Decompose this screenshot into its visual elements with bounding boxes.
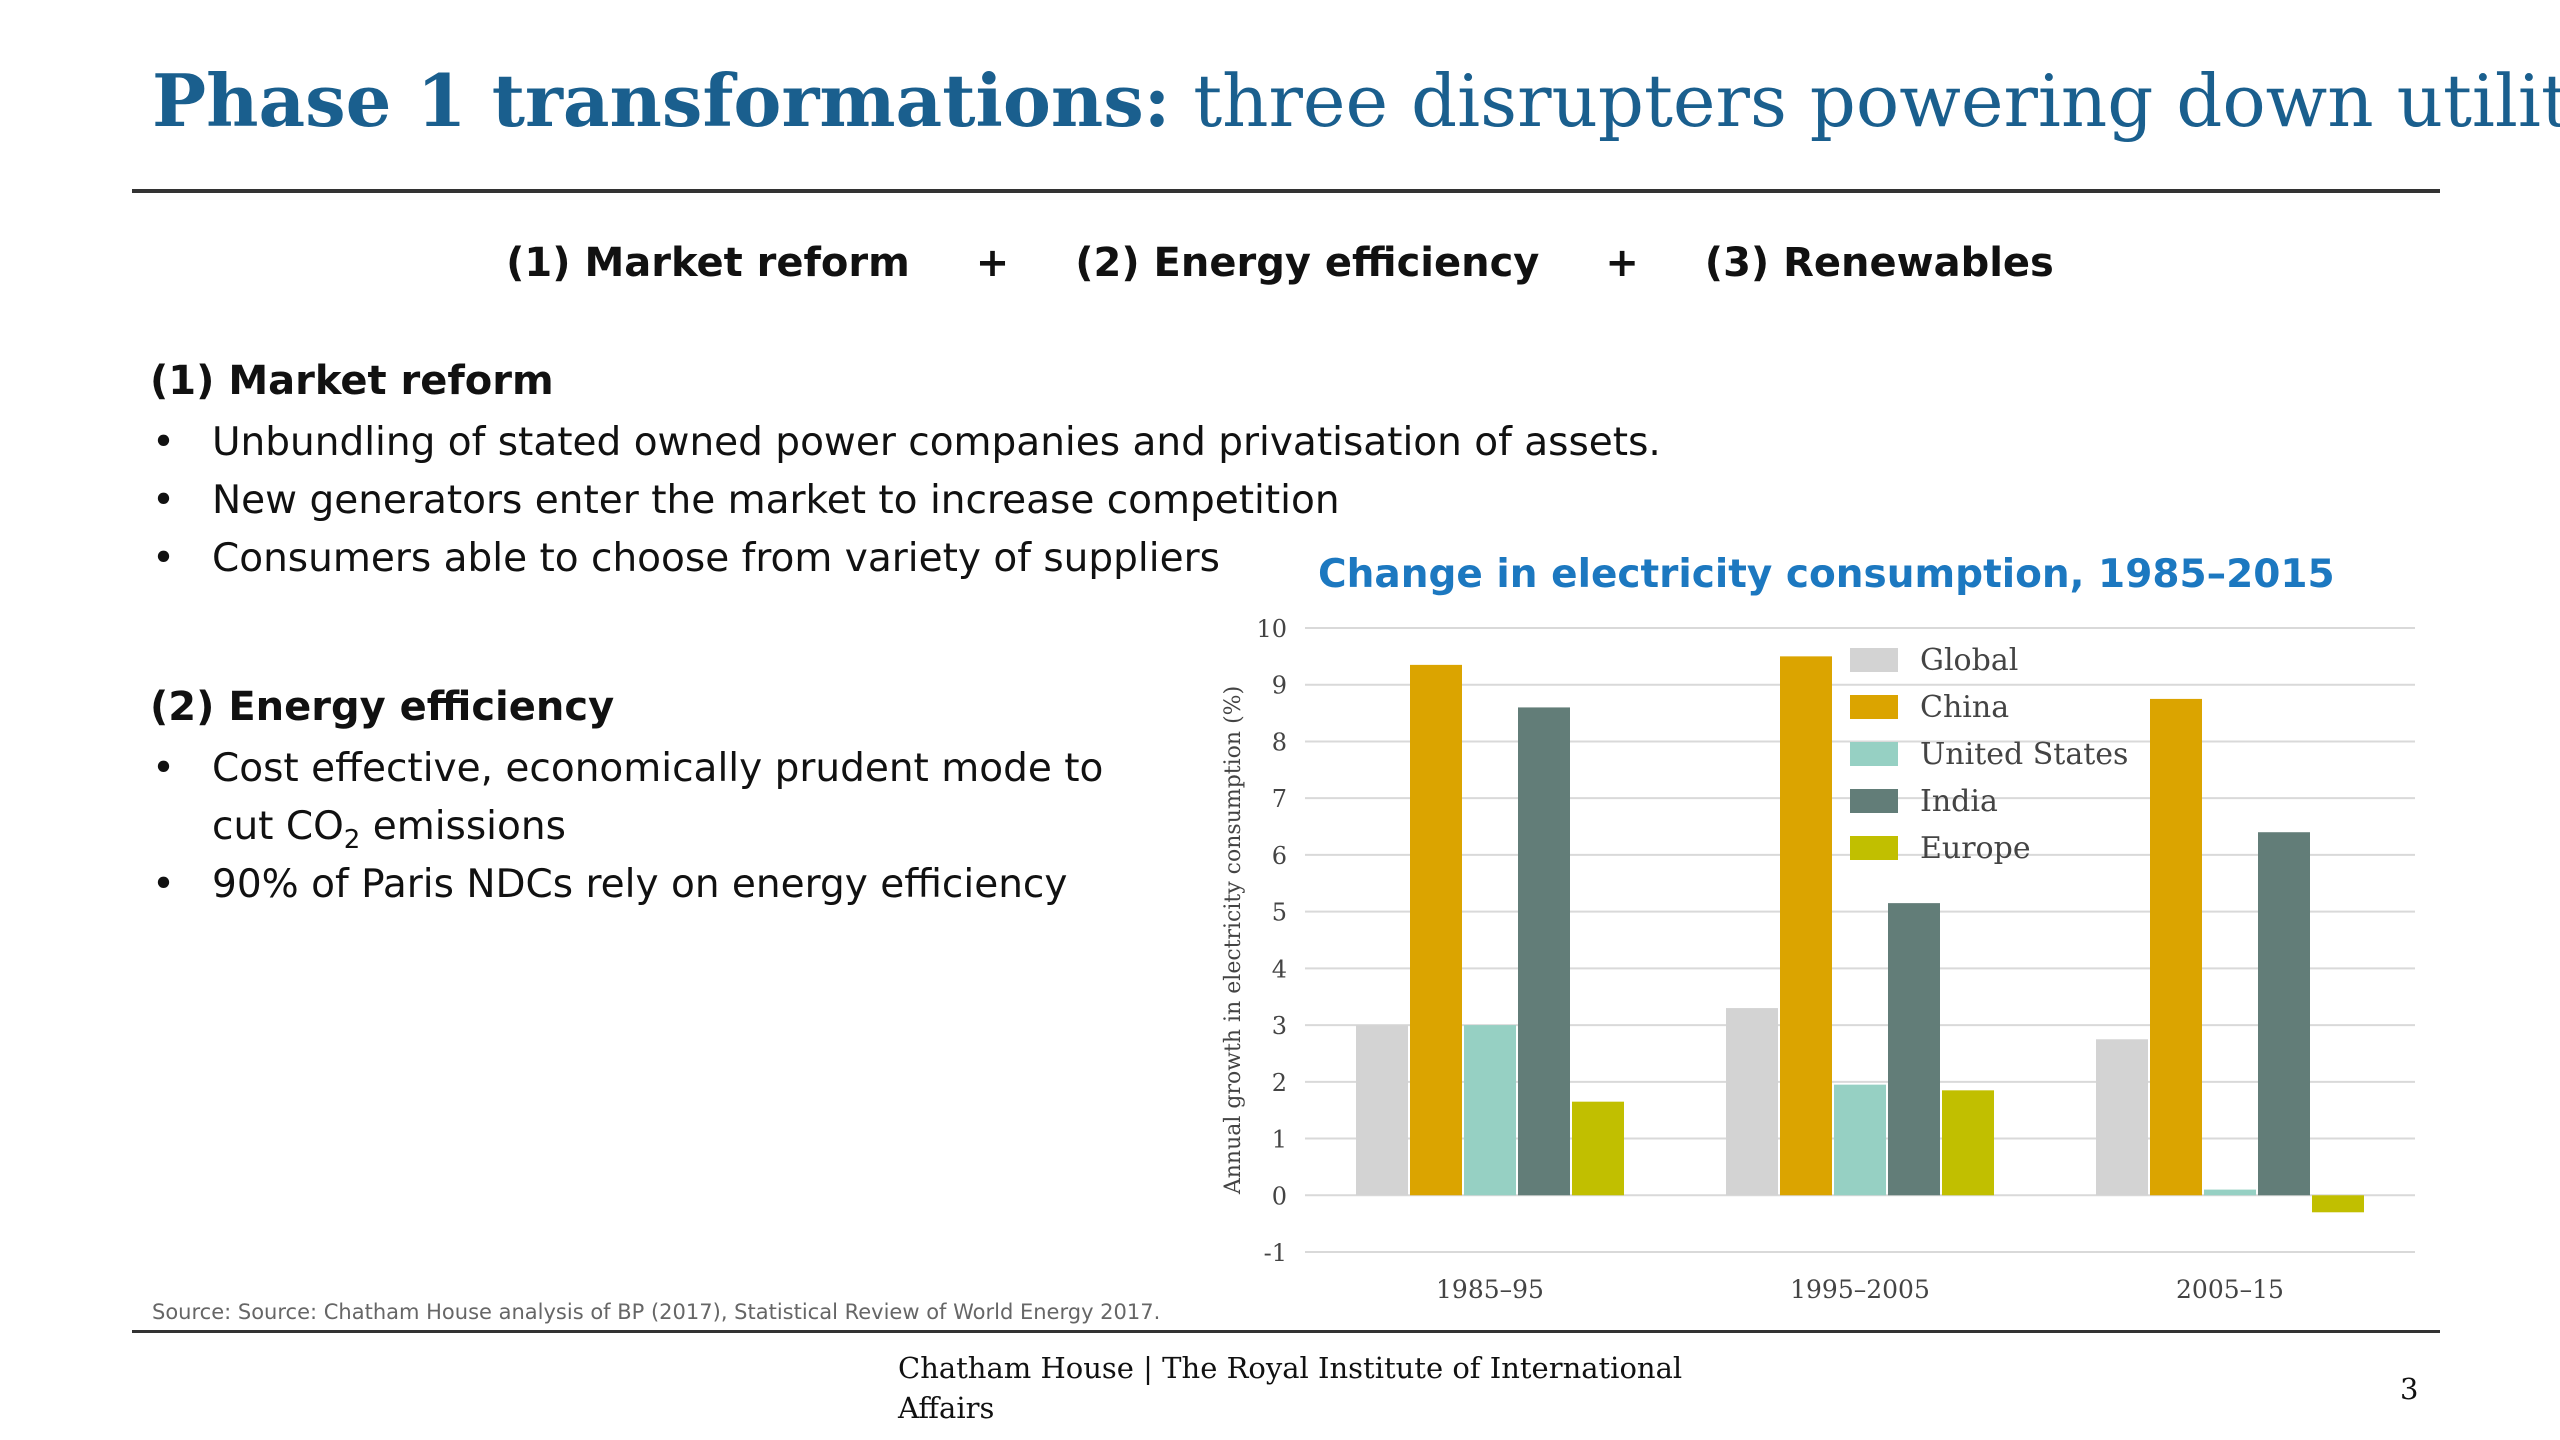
y-tick-label: 1 bbox=[1272, 1126, 1287, 1154]
co2-prefix: cut CO bbox=[212, 804, 344, 849]
bullet-dot: • bbox=[152, 536, 176, 581]
y-axis-label: Annual growth in electricity consumption… bbox=[1221, 686, 1246, 1195]
source-note: Source: Source: Chatham House analysis o… bbox=[152, 1300, 1161, 1324]
bullet-dot: • bbox=[152, 746, 176, 791]
y-tick-label: -1 bbox=[1264, 1239, 1287, 1267]
slide-title-rest: three disrupters powering down utilities bbox=[1193, 59, 2560, 143]
y-tick-label: 6 bbox=[1272, 842, 1287, 870]
y-tick-label: 3 bbox=[1272, 1012, 1287, 1040]
bullet-text: Consumers able to choose from variety of… bbox=[212, 536, 1220, 581]
y-tick-label: 7 bbox=[1272, 785, 1287, 813]
chart-title: Change in electricity consumption, 1985–… bbox=[1318, 552, 2335, 597]
y-tick-label: 2 bbox=[1272, 1069, 1287, 1097]
bar bbox=[2204, 1189, 2256, 1196]
bar bbox=[1834, 1084, 1886, 1196]
bullet-text: New generators enter the market to incre… bbox=[212, 478, 1340, 523]
bar bbox=[1518, 707, 1570, 1196]
title-divider bbox=[132, 189, 2440, 193]
market-reform-heading: (1) Market reform bbox=[150, 358, 554, 404]
disrupter-renewables: (3) Renewables bbox=[1704, 240, 2054, 286]
bullet-text: Unbundling of stated owned power compani… bbox=[212, 420, 1661, 465]
legend-label: China bbox=[1920, 690, 2009, 725]
legend-swatch bbox=[1850, 836, 1898, 860]
legend-swatch bbox=[1850, 789, 1898, 813]
x-category-label: 2005–15 bbox=[2176, 1275, 2284, 1304]
legend-label: Europe bbox=[1920, 831, 2031, 866]
bar bbox=[1780, 656, 1832, 1196]
legend-label: Global bbox=[1920, 643, 2018, 678]
disrupters-row: (1) Market reform + (2) Energy efficienc… bbox=[0, 240, 2560, 286]
bar bbox=[1356, 1025, 1408, 1196]
x-category-label: 1985–95 bbox=[1436, 1275, 1544, 1304]
bullet-dot: • bbox=[152, 478, 176, 523]
footer-organization: Chatham House | The Royal Institute of I… bbox=[898, 1351, 1683, 1425]
slide-title-bold: Phase 1 transformations: bbox=[152, 58, 1171, 143]
bar bbox=[1726, 1008, 1778, 1196]
bullet-dot: • bbox=[152, 420, 176, 465]
electricity-consumption-chart: -1 0 1 2 3 4 5 6 7 8 9 10 Annual growth in electrici… bbox=[1221, 615, 2415, 1304]
bullet-text: Cost effective, economically prudent mod… bbox=[212, 746, 1104, 791]
bar bbox=[1942, 1090, 1994, 1196]
footer-divider bbox=[132, 1330, 2440, 1333]
bar bbox=[1410, 664, 1462, 1196]
legend-swatch bbox=[1850, 742, 1898, 766]
page-number: 3 bbox=[2400, 1372, 2419, 1406]
bar bbox=[2258, 832, 2310, 1196]
bullet-text: cut CO2 emissions bbox=[212, 798, 566, 869]
bar bbox=[1464, 1025, 1516, 1196]
y-tick-label: 0 bbox=[1272, 1182, 1287, 1210]
co2-suffix: emissions bbox=[360, 804, 566, 849]
legend-swatch bbox=[1850, 648, 1898, 672]
legend-label: United States bbox=[1920, 737, 2128, 772]
bar bbox=[2312, 1195, 2364, 1213]
bar bbox=[1572, 1101, 1624, 1196]
legend-swatch bbox=[1850, 695, 1898, 719]
bar bbox=[2096, 1039, 2148, 1196]
bullet-text: 90% of Paris NDCs rely on energy efficie… bbox=[212, 862, 1068, 907]
legend-label: India bbox=[1920, 784, 1998, 819]
disrupter-market-reform: (1) Market reform bbox=[506, 240, 910, 286]
bullet-dot: • bbox=[152, 862, 176, 907]
plus-sign: + bbox=[1605, 240, 1639, 286]
co2-subscript: 2 bbox=[343, 824, 361, 855]
plus-sign: + bbox=[975, 240, 1010, 286]
y-tick-label: 5 bbox=[1272, 899, 1287, 927]
x-category-label: 1995–2005 bbox=[1790, 1275, 1930, 1304]
bar bbox=[1888, 903, 1940, 1196]
y-tick-label: 4 bbox=[1272, 955, 1287, 983]
y-tick-label: 8 bbox=[1272, 728, 1287, 756]
disrupter-energy-efficiency: (2) Energy efficiency bbox=[1075, 240, 1540, 286]
y-tick-label: 10 bbox=[1256, 615, 1287, 643]
bar bbox=[2150, 698, 2202, 1196]
energy-efficiency-heading: (2) Energy efficiency bbox=[150, 684, 615, 730]
slide-title: Phase 1 transformations: three disrupter… bbox=[152, 58, 2560, 143]
y-tick-label: 9 bbox=[1272, 672, 1287, 700]
